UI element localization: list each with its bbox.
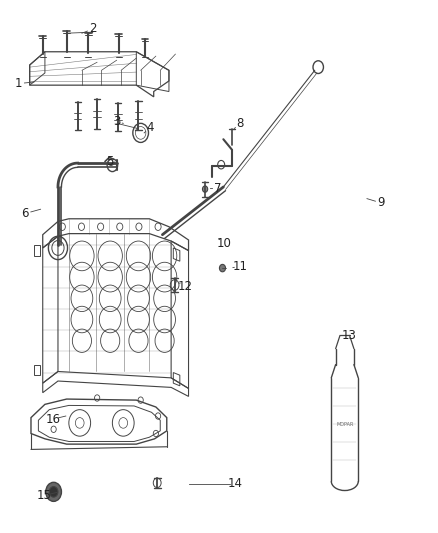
- Circle shape: [49, 487, 58, 497]
- Text: 9: 9: [377, 196, 385, 209]
- Text: 8: 8: [236, 117, 244, 130]
- Text: 16: 16: [45, 413, 60, 426]
- Text: 13: 13: [342, 329, 357, 342]
- Circle shape: [202, 186, 208, 192]
- Text: 5: 5: [106, 155, 113, 168]
- Text: 10: 10: [217, 237, 232, 250]
- Circle shape: [46, 482, 61, 502]
- Text: 3: 3: [113, 115, 120, 128]
- Text: 4: 4: [146, 121, 154, 134]
- Circle shape: [219, 264, 226, 272]
- Text: 2: 2: [89, 22, 96, 36]
- Text: 6: 6: [21, 207, 29, 220]
- Text: 14: 14: [228, 478, 243, 490]
- Text: MOPAR: MOPAR: [336, 422, 353, 427]
- Text: 7: 7: [214, 182, 222, 195]
- Text: 12: 12: [177, 280, 193, 293]
- Text: 11: 11: [233, 260, 247, 273]
- Text: 15: 15: [37, 489, 52, 502]
- Text: 1: 1: [15, 77, 22, 90]
